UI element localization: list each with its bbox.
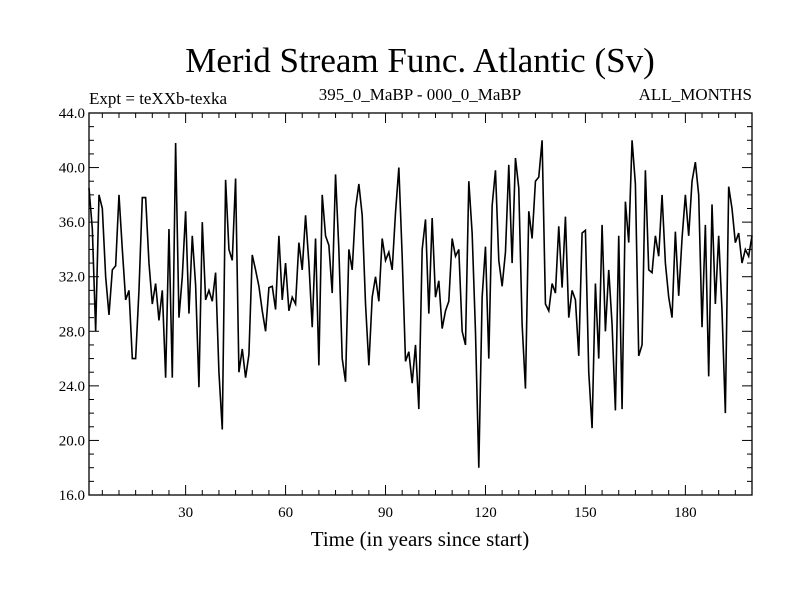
plot-frame bbox=[88, 112, 753, 496]
x-tick-label: 180 bbox=[674, 505, 697, 521]
period-label: 395_0_MaBP - 000_0_MaBP bbox=[319, 85, 521, 104]
x-tick-label: 30 bbox=[178, 505, 193, 521]
y-tick-label: 16.0 bbox=[59, 488, 85, 504]
y-tick-label: 40.0 bbox=[59, 161, 85, 177]
x-axis-label: Time (in years since start) bbox=[311, 527, 530, 551]
experiment-label: Expt = teXXb-texka bbox=[89, 89, 227, 108]
series-line bbox=[88, 140, 753, 468]
x-tick-label: 60 bbox=[278, 505, 293, 521]
tick-labels: 30 60 90 120 150 180 16.0 20.0 24.0 28.0 32.0 36.0 4… bbox=[59, 106, 697, 521]
x-tick-label: 150 bbox=[574, 505, 597, 521]
y-tick-label: 20.0 bbox=[59, 433, 85, 449]
x-tick-label: 90 bbox=[378, 505, 393, 521]
y-tick-label: 44.0 bbox=[59, 106, 85, 122]
months-label: ALL_MONTHS bbox=[639, 85, 752, 104]
chart-title: Merid Stream Func. Atlantic (Sv) bbox=[185, 41, 655, 80]
y-tick-label: 28.0 bbox=[59, 324, 85, 340]
axis-ticks bbox=[89, 113, 752, 495]
x-tick-label: 120 bbox=[474, 505, 497, 521]
y-tick-label: 24.0 bbox=[59, 379, 85, 395]
series-group bbox=[88, 140, 753, 468]
y-tick-label: 36.0 bbox=[59, 215, 85, 231]
y-tick-label: 32.0 bbox=[59, 270, 85, 286]
